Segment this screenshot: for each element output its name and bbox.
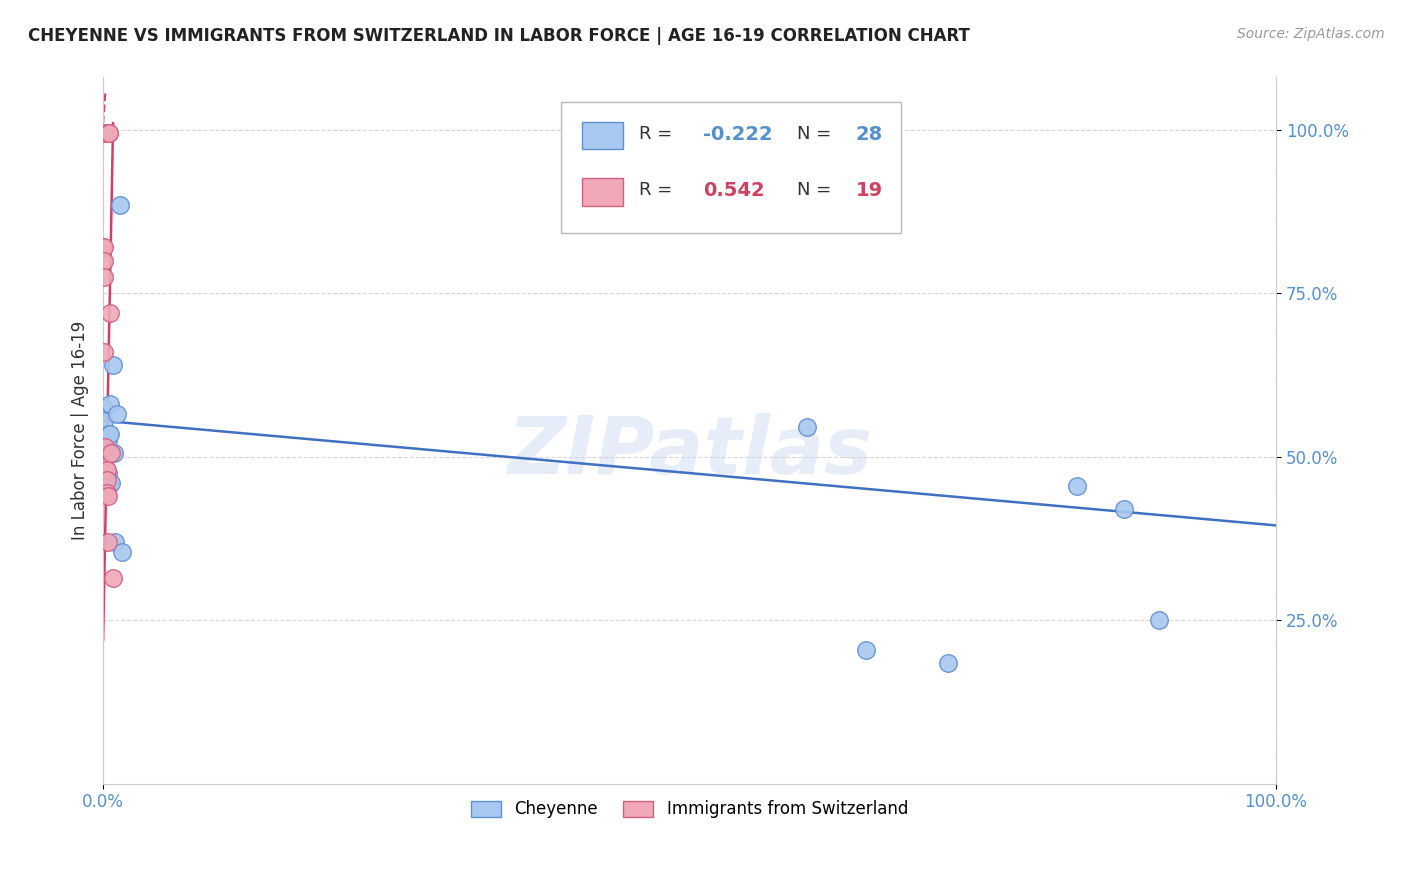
- Point: [91, 126, 114, 140]
- Point: [91, 440, 114, 454]
- Point: [100, 446, 122, 460]
- Point: [91, 126, 114, 140]
- Point: [93, 269, 115, 284]
- Point: [103, 446, 125, 460]
- Point: [936, 656, 959, 670]
- Point: [96, 485, 118, 500]
- Point: [108, 198, 131, 212]
- Text: N =: N =: [797, 125, 837, 143]
- FancyBboxPatch shape: [582, 122, 623, 150]
- Point: [96, 485, 118, 500]
- Point: [1147, 613, 1170, 627]
- Point: [98, 306, 121, 320]
- Point: [96, 440, 118, 454]
- FancyBboxPatch shape: [582, 178, 623, 206]
- Point: [855, 642, 877, 657]
- Point: [1066, 479, 1088, 493]
- Point: [96, 473, 118, 487]
- Point: [91, 426, 114, 441]
- Text: 28: 28: [856, 125, 883, 144]
- Point: [98, 126, 121, 140]
- Point: [93, 240, 115, 254]
- Text: 0.542: 0.542: [703, 181, 765, 201]
- Point: [98, 446, 121, 460]
- Point: [104, 534, 127, 549]
- Point: [101, 571, 124, 585]
- Point: [97, 434, 120, 448]
- Text: 19: 19: [856, 181, 883, 201]
- Point: [93, 414, 115, 428]
- Point: [94, 446, 117, 460]
- Point: [100, 475, 122, 490]
- Legend: Cheyenne, Immigrants from Switzerland: Cheyenne, Immigrants from Switzerland: [464, 794, 915, 825]
- Point: [98, 475, 121, 490]
- Text: ZIPatlas: ZIPatlas: [508, 413, 872, 491]
- Point: [97, 534, 120, 549]
- Point: [94, 459, 117, 474]
- Text: CHEYENNE VS IMMIGRANTS FROM SWITZERLAND IN LABOR FORCE | AGE 16-19 CORRELATION C: CHEYENNE VS IMMIGRANTS FROM SWITZERLAND …: [28, 27, 970, 45]
- Point: [796, 420, 818, 434]
- Point: [98, 426, 121, 441]
- Point: [94, 479, 117, 493]
- Point: [1112, 502, 1135, 516]
- Point: [98, 126, 121, 140]
- Text: R =: R =: [638, 181, 678, 199]
- Point: [93, 345, 115, 359]
- Text: -0.222: -0.222: [703, 125, 773, 144]
- Point: [101, 358, 124, 372]
- FancyBboxPatch shape: [561, 103, 901, 233]
- Text: N =: N =: [797, 181, 837, 199]
- Point: [93, 401, 115, 415]
- Point: [91, 240, 114, 254]
- Point: [111, 544, 134, 558]
- Point: [98, 397, 121, 411]
- Text: Source: ZipAtlas.com: Source: ZipAtlas.com: [1237, 27, 1385, 41]
- Point: [96, 463, 118, 477]
- Point: [98, 426, 121, 441]
- Point: [97, 466, 120, 480]
- Point: [94, 440, 117, 454]
- Y-axis label: In Labor Force | Age 16-19: In Labor Force | Age 16-19: [72, 321, 89, 541]
- Point: [105, 407, 128, 421]
- Point: [93, 253, 115, 268]
- Point: [97, 489, 120, 503]
- Text: R =: R =: [638, 125, 678, 143]
